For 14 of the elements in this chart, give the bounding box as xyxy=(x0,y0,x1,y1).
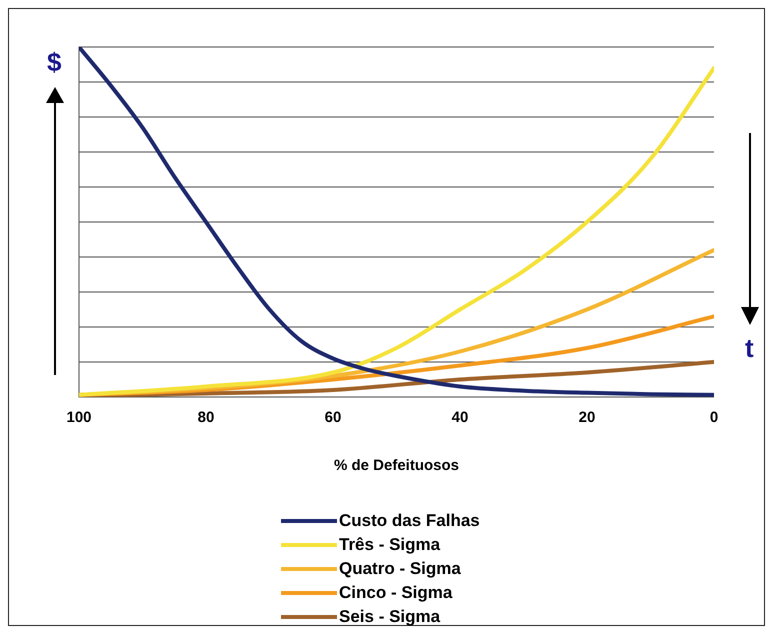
x-tick-label: 60 xyxy=(324,409,342,426)
text: $ xyxy=(47,47,62,78)
x-tick-label: 20 xyxy=(578,409,596,426)
legend-label: Custo das Falhas xyxy=(339,511,480,531)
legend-label: Quatro - Sigma xyxy=(339,559,461,579)
x-tick-label: 0 xyxy=(710,409,718,426)
x-tick-label: 100 xyxy=(66,409,92,426)
legend-label: Cinco - Sigma xyxy=(339,583,452,603)
legend-label: Seis - Sigma xyxy=(339,607,440,627)
x-axis-title: % de Defeituosos xyxy=(334,457,460,474)
text: t xyxy=(745,333,754,364)
x-tick-label: 80 xyxy=(198,409,214,426)
legend-label: Três - Sigma xyxy=(339,535,440,555)
x-tick-label: 40 xyxy=(452,409,468,426)
